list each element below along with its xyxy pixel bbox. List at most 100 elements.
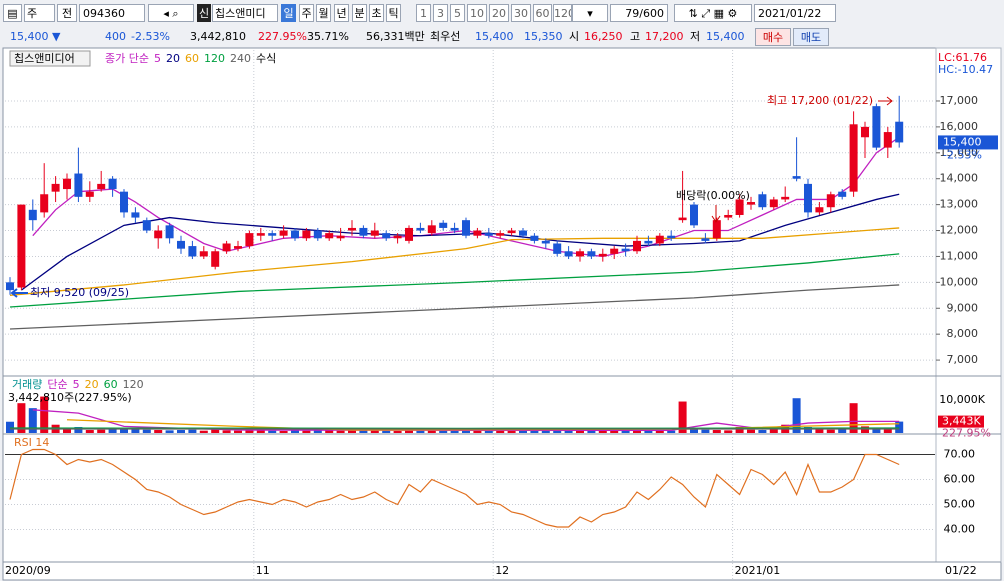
period-button[interactable]: 초: [369, 4, 384, 22]
candle-body: [154, 230, 163, 239]
period-button[interactable]: 틱: [386, 4, 401, 22]
candle-body: [85, 191, 94, 197]
volume-bar: [199, 430, 208, 433]
volume-bar: [815, 429, 824, 433]
legend-entry: 20: [166, 52, 180, 65]
legend-entry: 20: [85, 378, 99, 391]
quote-change: 400: [105, 30, 126, 43]
title-box: [9, 50, 91, 67]
arrow: [711, 205, 721, 223]
candle-body: [507, 230, 516, 234]
interval-button[interactable]: 1: [416, 4, 431, 22]
x-tick-label: 2021/01: [735, 564, 781, 577]
volume-bar: [120, 428, 128, 433]
candle-body: [393, 235, 402, 239]
quote-price: 15,400 ▼: [10, 30, 61, 43]
credit-badge: 신: [197, 4, 211, 22]
volume-title: 거래량: [12, 378, 42, 391]
volume-bar: [393, 431, 402, 433]
volume-bar: [313, 430, 322, 433]
moving-average-line: [9, 227, 900, 296]
legend-entry: 60: [104, 378, 118, 391]
y-tick-label: 10,000: [940, 275, 979, 288]
interval-button[interactable]: 30: [511, 4, 531, 22]
volume-bar: [621, 430, 630, 433]
arrow: [10, 288, 28, 298]
volume-bar: [747, 429, 755, 433]
y-tick-label: 9,000: [947, 301, 979, 314]
candle-body: [610, 248, 619, 254]
interval-button[interactable]: 10: [467, 4, 487, 22]
volume-bar: [6, 421, 14, 433]
volume-bar: [268, 430, 277, 433]
period-button[interactable]: 분: [352, 4, 367, 22]
dropdown[interactable]: ▾: [572, 4, 608, 22]
volume-ma-line: [66, 419, 900, 431]
period-button[interactable]: 월: [316, 4, 331, 22]
scope[interactable]: 전: [57, 4, 77, 22]
volume-bar: [154, 430, 163, 433]
interval-button[interactable]: 60: [533, 4, 552, 22]
quote-open: 16,250: [584, 30, 623, 43]
volume-bar: [74, 427, 83, 433]
candle-body: [120, 191, 128, 213]
tools[interactable]: ⇅ ⤢ ▦ ⚙: [674, 4, 752, 22]
candle-body: [849, 124, 858, 192]
interval-button[interactable]: 5: [450, 4, 465, 22]
interval-button[interactable]: 3: [433, 4, 448, 22]
period-button[interactable]: 일: [281, 4, 296, 22]
buy-button[interactable]: 매수: [755, 28, 791, 46]
code-input[interactable]: 094360: [79, 4, 145, 22]
volume-bar: [325, 429, 334, 433]
quote-turnover: 35.71%: [307, 30, 349, 43]
volume-bar: [256, 430, 265, 433]
icon[interactable]: ▤: [3, 4, 22, 22]
candle-body: [587, 251, 596, 257]
market-select[interactable]: 주: [24, 4, 55, 22]
legend-entry: 120: [204, 52, 225, 65]
candle-body: [199, 251, 208, 257]
hc-label: HC:-10.47: [938, 63, 993, 76]
volume-bar: [484, 430, 493, 433]
candle-body: [883, 132, 892, 148]
legend-entry: 120: [123, 378, 144, 391]
volume-bar: [564, 430, 573, 433]
candle-body: [416, 227, 425, 231]
volume-legend: 거래량 단순 5 20 60 120: [12, 378, 144, 391]
y-tick-label: 14,000: [940, 172, 979, 185]
candle-body: [40, 194, 49, 213]
ma-legend: 종가 단순 5 20 60 120 240 수식: [105, 52, 276, 65]
volume-bar: [690, 428, 698, 433]
volume-bar: [63, 428, 71, 433]
icons[interactable]: ◂ ⌕: [148, 4, 194, 22]
candle-body: [291, 230, 299, 239]
quote-volume: 3,442,810: [190, 30, 246, 43]
candle-body: [861, 126, 869, 138]
interval-button[interactable]: 20: [489, 4, 509, 22]
candle-body: [621, 248, 630, 252]
candle-body: [313, 230, 322, 239]
candle-body: [348, 227, 356, 231]
volume-bar: [758, 430, 767, 433]
legend-entry: 5: [154, 52, 161, 65]
candle-body: [17, 204, 26, 288]
volume-bar: [633, 431, 641, 433]
volume-bar: [336, 430, 345, 433]
axis-column: [935, 47, 1002, 563]
volume-bar: [861, 426, 869, 433]
candle-body: [63, 178, 71, 190]
period-button[interactable]: 주: [299, 4, 314, 22]
candle-body: [826, 194, 835, 208]
period-button[interactable]: 년: [334, 4, 349, 22]
candle-body: [336, 235, 345, 239]
candle-body: [758, 194, 767, 208]
date-input[interactable]: 2021/01/22: [754, 4, 836, 22]
sell-button[interactable]: 매도: [793, 28, 829, 46]
y-tick-label: 11,000: [940, 249, 979, 262]
interval-button[interactable]: 120: [553, 4, 572, 22]
volume-bar: [598, 430, 607, 433]
volume-bar: [142, 429, 151, 433]
volume-bar: [553, 430, 562, 433]
volume-bar: [222, 430, 231, 433]
candle-body: [462, 220, 470, 236]
